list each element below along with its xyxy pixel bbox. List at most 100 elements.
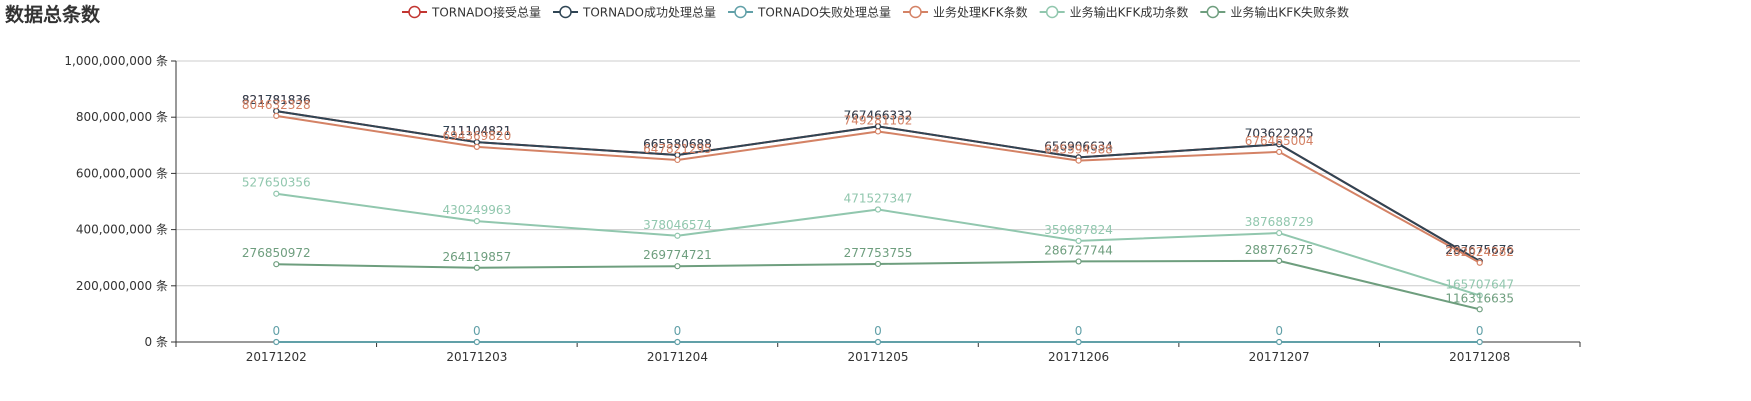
data-point[interactable] bbox=[1476, 338, 1483, 346]
data-label: 0 bbox=[1476, 324, 1484, 338]
data-point[interactable] bbox=[473, 217, 480, 225]
data-label: 282024282 bbox=[1445, 245, 1514, 259]
data-point[interactable] bbox=[1476, 259, 1483, 266]
data-point[interactable] bbox=[674, 232, 681, 239]
data-label: 0 bbox=[1075, 324, 1083, 338]
x-tick-label: 20171202 bbox=[246, 350, 307, 364]
data-label: 471527347 bbox=[844, 192, 913, 206]
data-label: 0 bbox=[874, 324, 882, 338]
legend-item[interactable]: 业务输出KFK成功条数 bbox=[1039, 5, 1189, 20]
data-label: 676465004 bbox=[1245, 134, 1314, 148]
legend-circle-icon bbox=[559, 5, 572, 19]
legend-label: TORNADO失败处理总量 bbox=[757, 5, 891, 20]
data-label: 387688729 bbox=[1245, 215, 1314, 229]
data-label: 165707647 bbox=[1445, 277, 1514, 291]
data-point[interactable] bbox=[1075, 258, 1082, 265]
data-label: 287675676 bbox=[1445, 243, 1514, 257]
y-tick-label: 1,000,000,000 条 bbox=[64, 54, 168, 68]
legend[interactable]: TORNADO接受总量 TORNADO成功处理总量 TORNADO失败处理总量 业务处… bbox=[402, 5, 1349, 20]
data-point[interactable] bbox=[273, 338, 280, 346]
data-point[interactable] bbox=[1276, 257, 1283, 264]
legend-circle-icon bbox=[1206, 5, 1220, 19]
data-point[interactable] bbox=[1075, 237, 1082, 245]
data-label: 288776275 bbox=[1245, 243, 1314, 257]
data-point[interactable] bbox=[273, 261, 280, 268]
legend-circle-icon bbox=[734, 5, 747, 19]
data-label: 804632328 bbox=[242, 98, 311, 112]
data-label: 378046574 bbox=[643, 218, 712, 232]
legend-item[interactable]: TORNADO接受总量 bbox=[402, 5, 541, 20]
data-label: 703622925 bbox=[1245, 126, 1314, 140]
data-label: 116316635 bbox=[1445, 291, 1514, 305]
data-point[interactable] bbox=[1075, 338, 1082, 346]
legend-item[interactable]: TORNADO成功处理总量 bbox=[553, 6, 716, 20]
legend-circle-icon bbox=[408, 5, 421, 19]
data-label: 0 bbox=[473, 324, 481, 338]
data-label: 0 bbox=[674, 324, 682, 338]
legend-label: TORNADO接受总量 bbox=[431, 5, 541, 20]
legend-item[interactable]: TORNADO失败处理总量 bbox=[728, 5, 891, 20]
data-point[interactable] bbox=[1075, 157, 1082, 164]
legend-circle-icon bbox=[909, 5, 922, 19]
data-point[interactable] bbox=[273, 112, 280, 119]
data-point[interactable] bbox=[473, 143, 480, 150]
data-point[interactable] bbox=[674, 263, 681, 270]
x-tick-label: 20171205 bbox=[847, 350, 908, 364]
data-point[interactable] bbox=[1276, 229, 1283, 237]
x-tick-label: 20171204 bbox=[647, 350, 708, 364]
data-point[interactable] bbox=[473, 264, 480, 271]
data-label: 821781836 bbox=[242, 93, 311, 107]
data-point[interactable] bbox=[1276, 338, 1283, 346]
data-label: 0 bbox=[1275, 324, 1283, 338]
data-point[interactable] bbox=[674, 156, 681, 164]
data-point[interactable] bbox=[1276, 148, 1283, 156]
data-point[interactable] bbox=[273, 190, 280, 197]
x-tick-label: 20171203 bbox=[446, 350, 507, 364]
data-label: 0 bbox=[272, 324, 280, 338]
chart-title: 数据总条数 bbox=[5, 3, 101, 26]
data-label: 767466332 bbox=[844, 108, 913, 122]
data-label: 711104821 bbox=[442, 124, 511, 138]
data-label: 430249963 bbox=[442, 203, 511, 217]
data-label: 276850972 bbox=[242, 246, 311, 260]
data-point[interactable] bbox=[1476, 306, 1483, 313]
data-label: 645594588 bbox=[1044, 143, 1113, 157]
legend-circle-icon bbox=[1045, 5, 1059, 19]
data-point[interactable] bbox=[674, 338, 681, 346]
data-label: 821781836 bbox=[242, 93, 311, 107]
data-label: 656906634 bbox=[1044, 139, 1113, 153]
data-label: 749281102 bbox=[844, 113, 913, 127]
data-label: 647821295 bbox=[643, 142, 712, 156]
legend-item[interactable]: 业务处理KFK条数 bbox=[903, 5, 1028, 20]
legend-label: TORNADO成功处理总量 bbox=[582, 6, 716, 20]
y-tick-label: 200,000,000 条 bbox=[76, 279, 168, 293]
series-group bbox=[273, 107, 1483, 346]
data-label: 277753755 bbox=[844, 246, 913, 260]
data-point[interactable] bbox=[874, 260, 882, 268]
data-label: 286727744 bbox=[1044, 243, 1113, 257]
legend-item[interactable]: 业务输出KFK失败条数 bbox=[1200, 5, 1349, 20]
data-label: 656906634 bbox=[1044, 139, 1113, 153]
data-label: 703622925 bbox=[1245, 126, 1314, 140]
data-point[interactable] bbox=[874, 128, 882, 135]
data-label: 767466332 bbox=[844, 108, 913, 122]
data-label: 665580688 bbox=[643, 137, 712, 151]
data-label: 694369820 bbox=[442, 129, 511, 143]
y-tick-label: 600,000,000 条 bbox=[76, 166, 168, 180]
data-point[interactable] bbox=[1276, 141, 1283, 148]
x-tick-label: 20171207 bbox=[1249, 350, 1310, 364]
data-point[interactable] bbox=[473, 338, 480, 346]
data-point[interactable] bbox=[1476, 292, 1483, 299]
data-point[interactable] bbox=[874, 338, 882, 346]
data-labels: 821781836 711104821 665580688 767466332 6569… bbox=[242, 93, 1514, 338]
legend-label: 业务输出KFK成功条数 bbox=[1070, 5, 1189, 20]
y-tick-label: 400,000,000 条 bbox=[76, 223, 168, 237]
data-label: 527650356 bbox=[242, 176, 311, 190]
x-tick-label: 20171206 bbox=[1048, 350, 1109, 364]
grid-lines bbox=[176, 60, 1580, 287]
legend-label: 业务输出KFK失败条数 bbox=[1230, 5, 1349, 20]
data-point[interactable] bbox=[874, 206, 882, 213]
data-label: 269774721 bbox=[643, 248, 712, 262]
y-tick-label: 800,000,000 条 bbox=[76, 110, 168, 124]
